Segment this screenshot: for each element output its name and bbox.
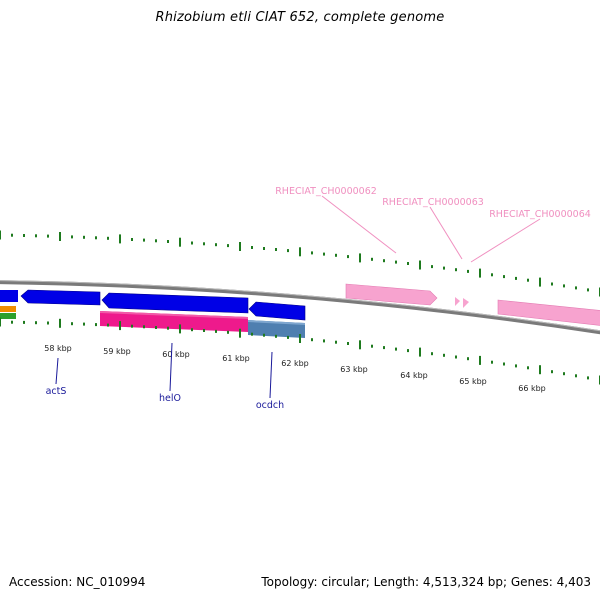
gene-helO-arrow[interactable] xyxy=(101,292,249,314)
genome-backbone xyxy=(0,280,600,335)
inner-tick-ring xyxy=(0,317,600,385)
pseudo-label-63[interactable]: RHECIAT_CH0000063 xyxy=(382,197,484,208)
pseudo62-leader xyxy=(321,195,397,254)
helO-leader xyxy=(169,342,173,392)
pseudo63-leader xyxy=(429,206,463,260)
ocdch-leader xyxy=(269,351,273,399)
accession-text: Accession: NC_010994 xyxy=(9,575,146,589)
tick-label-64: 64 kbp xyxy=(400,371,428,380)
tick-label-58: 58 kbp xyxy=(44,344,72,353)
feature-steel-block[interactable] xyxy=(248,320,305,338)
tick-label-60: 60 kbp xyxy=(162,350,190,359)
tick-label-59: 59 kbp xyxy=(103,347,131,356)
pseudogene-63-arrow-a[interactable] xyxy=(455,297,460,306)
pseudogene-64-block[interactable] xyxy=(497,299,600,326)
tick-label-66: 66 kbp xyxy=(518,384,546,393)
gene-left-edge[interactable] xyxy=(0,290,18,302)
tick-label-61: 61 kbp xyxy=(222,354,250,363)
gene-label-actS[interactable]: actS xyxy=(46,386,67,397)
pseudo64-leader xyxy=(470,218,541,263)
genome-summary-text: Topology: circular; Length: 4,513,324 bp… xyxy=(261,575,591,589)
tick-label-65: 65 kbp xyxy=(459,377,487,386)
tick-label-62: 62 kbp xyxy=(281,359,309,368)
pseudogene-62-arrow[interactable] xyxy=(345,283,438,306)
feature-green-edge[interactable] xyxy=(0,313,16,319)
gene-label-ocdch[interactable]: ocdch xyxy=(256,400,284,411)
actS-leader xyxy=(55,357,59,385)
gene-label-helO[interactable]: helO xyxy=(159,393,181,404)
tick-label-63: 63 kbp xyxy=(340,365,368,374)
outer-tick-ring xyxy=(0,230,600,297)
gene-ocdch-arrow[interactable] xyxy=(248,301,306,321)
pseudo-label-62[interactable]: RHECIAT_CH0000062 xyxy=(275,186,377,197)
gene-actS-arrow[interactable] xyxy=(20,289,101,306)
pseudogene-63-arrow-b[interactable] xyxy=(463,298,469,308)
feature-orange-edge[interactable] xyxy=(0,306,16,312)
pseudo-label-64[interactable]: RHECIAT_CH0000064 xyxy=(489,209,591,220)
map-title: Rhizobium etli CIAT 652, complete genome xyxy=(155,10,445,25)
